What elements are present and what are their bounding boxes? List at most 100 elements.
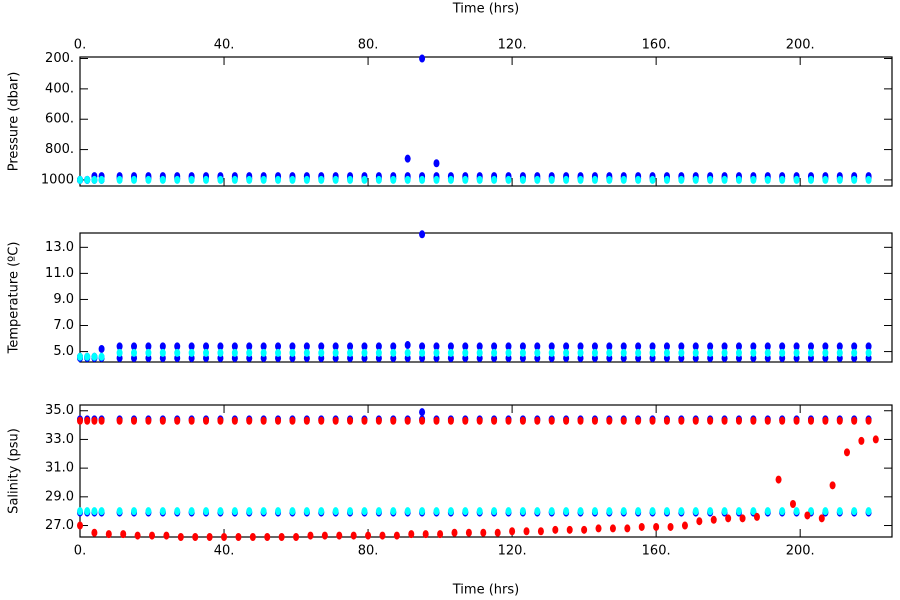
data-point (246, 507, 253, 516)
data-point (509, 527, 516, 536)
data-point (264, 533, 271, 541)
data-point (721, 175, 728, 184)
data-point (375, 507, 382, 516)
data-point (404, 416, 411, 425)
data-point (246, 416, 253, 425)
data-point (548, 348, 555, 357)
x-tick-label: 40. (214, 38, 235, 53)
data-point (332, 342, 339, 351)
data-point (145, 348, 152, 357)
data-point (145, 416, 152, 425)
data-point (188, 507, 195, 516)
data-point (735, 342, 742, 351)
data-point (390, 507, 397, 516)
y-axis-title: Pressure (dbar) (7, 72, 22, 172)
data-point (750, 507, 757, 516)
data-point (480, 528, 487, 537)
data-point (289, 175, 296, 184)
data-point (174, 348, 181, 357)
data-point (750, 416, 757, 425)
data-point (350, 531, 357, 540)
data-point (534, 175, 541, 184)
data-point (145, 175, 152, 184)
data-point (491, 175, 498, 184)
data-point (433, 507, 440, 516)
data-point (678, 416, 685, 425)
data-point (807, 342, 814, 351)
data-point (217, 348, 224, 357)
y-tick-label: 5.0 (53, 344, 74, 359)
data-point (203, 507, 210, 516)
data-point (235, 533, 242, 541)
data-point (390, 348, 397, 357)
data-point (476, 348, 483, 357)
data-point (336, 531, 343, 540)
data-point (707, 507, 714, 516)
data-point (419, 175, 426, 184)
data-point (595, 524, 602, 533)
data-point (707, 348, 714, 357)
data-point (577, 348, 584, 357)
data-point (131, 416, 138, 425)
data-point (548, 175, 555, 184)
data-point (260, 348, 267, 357)
data-point (289, 416, 296, 425)
data-point (739, 514, 746, 523)
data-point (494, 528, 501, 537)
data-point (865, 175, 872, 184)
data-point (707, 342, 714, 351)
data-point (653, 522, 660, 531)
data-point (131, 507, 138, 516)
data-point (793, 348, 800, 357)
data-point (188, 348, 195, 357)
data-point (620, 507, 627, 516)
data-point (779, 416, 786, 425)
data-point (721, 342, 728, 351)
data-point (422, 530, 429, 539)
data-point (289, 348, 296, 357)
data-point (764, 416, 771, 425)
data-point (134, 531, 141, 540)
data-point (260, 507, 267, 516)
data-point (419, 348, 426, 357)
data-point (678, 175, 685, 184)
data-point (246, 342, 253, 351)
data-point (836, 348, 843, 357)
data-point (779, 175, 786, 184)
data-point (836, 175, 843, 184)
data-point (437, 530, 444, 539)
y-tick-label: 1000 (41, 172, 74, 187)
data-point (293, 533, 300, 541)
data-point (491, 507, 498, 516)
data-point (98, 344, 105, 353)
data-point (836, 416, 843, 425)
data-point (563, 507, 570, 516)
data-point (807, 175, 814, 184)
data-point (822, 348, 829, 357)
data-point (750, 342, 757, 351)
data-point (433, 159, 440, 168)
data-point (822, 342, 829, 351)
y-axis-title: Temperature (ºC) (7, 242, 22, 355)
data-point (159, 348, 166, 357)
data-point (361, 175, 368, 184)
data-point (375, 175, 382, 184)
data-point (476, 507, 483, 516)
data-point (491, 416, 498, 425)
data-point (505, 416, 512, 425)
data-point (696, 517, 703, 526)
data-point (764, 348, 771, 357)
data-point (681, 521, 688, 530)
data-point (836, 342, 843, 351)
data-point (318, 348, 325, 357)
data-point (707, 416, 714, 425)
data-point (231, 342, 238, 351)
data-point (851, 507, 858, 516)
data-point (735, 416, 742, 425)
data-point (404, 507, 411, 516)
data-point (476, 342, 483, 351)
data-point (577, 342, 584, 351)
data-point (635, 348, 642, 357)
data-point (491, 342, 498, 351)
